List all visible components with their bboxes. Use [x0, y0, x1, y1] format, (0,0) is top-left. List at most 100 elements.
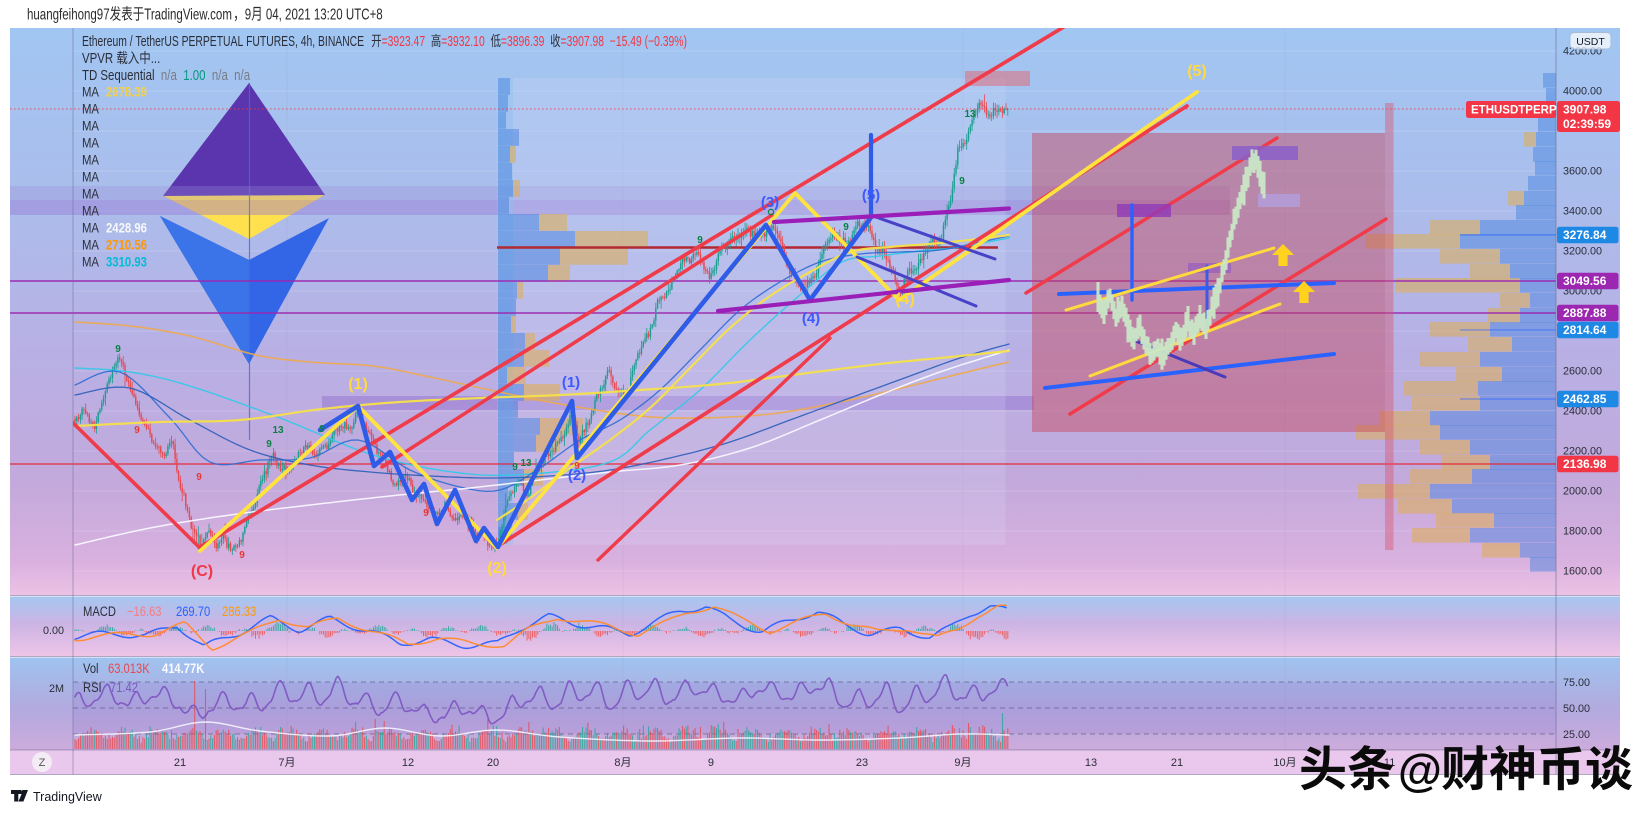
- svg-text:9: 9: [423, 508, 429, 519]
- svg-text:MA: MA: [82, 255, 100, 270]
- svg-text:MA: MA: [82, 170, 100, 185]
- svg-text:9: 9: [319, 424, 325, 435]
- svg-text:9: 9: [115, 344, 121, 355]
- svg-text:TradingView.com: TradingView.com: [144, 5, 232, 23]
- svg-text:n/a: n/a: [161, 67, 183, 84]
- svg-text:(C): (C): [191, 563, 213, 580]
- svg-text:MA: MA: [82, 153, 100, 168]
- svg-text:3400.00: 3400.00: [1563, 206, 1602, 218]
- svg-text:2M: 2M: [49, 683, 64, 695]
- svg-text:63.013K: 63.013K: [108, 661, 150, 676]
- svg-text:TradingView: TradingView: [33, 790, 103, 804]
- svg-text:n/a n/a: n/a n/a: [206, 67, 251, 84]
- svg-text:=3932.10: =3932.10: [441, 33, 490, 49]
- svg-text:(4): (4): [895, 291, 915, 308]
- svg-text:7: 7: [278, 757, 284, 769]
- svg-text:(2): (2): [568, 467, 586, 484]
- svg-text:MA: MA: [82, 136, 100, 151]
- svg-text:(5): (5): [1187, 63, 1207, 80]
- svg-text:9: 9: [245, 5, 252, 23]
- svg-text:VPVR: VPVR: [82, 50, 116, 67]
- svg-text:2710.56: 2710.56: [106, 238, 147, 253]
- svg-text:(2): (2): [487, 560, 507, 577]
- svg-text:13: 13: [272, 425, 284, 436]
- svg-text:@: @: [1398, 745, 1442, 796]
- svg-text:21: 21: [174, 757, 186, 769]
- svg-text:2600.00: 2600.00: [1563, 366, 1602, 378]
- svg-text:...: ...: [151, 50, 161, 67]
- svg-text:414.77K: 414.77K: [162, 661, 205, 676]
- svg-text:=3896.39: =3896.39: [501, 33, 550, 49]
- svg-text:10: 10: [1273, 757, 1285, 769]
- svg-text:9: 9: [239, 550, 245, 561]
- svg-text:20: 20: [487, 757, 499, 769]
- svg-text:−16.63: −16.63: [127, 604, 162, 619]
- svg-text:2887.88: 2887.88: [1563, 306, 1607, 320]
- svg-text:23: 23: [856, 757, 868, 769]
- svg-text:1800.00: 1800.00: [1563, 526, 1602, 538]
- svg-text:Z: Z: [39, 757, 46, 769]
- svg-text:1600.00: 1600.00: [1563, 566, 1602, 578]
- svg-text:9: 9: [708, 757, 714, 769]
- svg-text:2814.64: 2814.64: [1563, 323, 1607, 337]
- svg-text:9: 9: [196, 472, 202, 483]
- svg-text:3200.00: 3200.00: [1563, 246, 1602, 258]
- svg-text:MA: MA: [82, 204, 100, 219]
- svg-text:50.00: 50.00: [1563, 703, 1590, 715]
- svg-text:MA: MA: [82, 102, 100, 117]
- svg-text:269.70: 269.70: [176, 604, 210, 619]
- svg-text:9: 9: [134, 425, 140, 436]
- svg-text:Ethereum / TetherUS PERPETUAL: Ethereum / TetherUS PERPETUAL FUTURES, 4…: [82, 33, 370, 49]
- svg-text:286.33: 286.33: [222, 604, 256, 619]
- svg-text:(4): (4): [802, 310, 820, 327]
- svg-text:1.00: 1.00: [183, 67, 205, 84]
- svg-text:MA: MA: [82, 85, 100, 100]
- svg-text:Vol: Vol: [83, 661, 99, 676]
- svg-text:9: 9: [959, 176, 965, 187]
- svg-text:2428.96: 2428.96: [106, 221, 147, 236]
- svg-text:3049.56: 3049.56: [1563, 274, 1607, 288]
- svg-text:2200.00: 2200.00: [1563, 446, 1602, 458]
- svg-text:13: 13: [1085, 757, 1097, 769]
- svg-text:MA: MA: [82, 238, 100, 253]
- svg-text:0.00: 0.00: [43, 625, 64, 637]
- svg-text:13: 13: [964, 109, 976, 120]
- svg-text:3907.98: 3907.98: [1563, 103, 1607, 117]
- svg-text:2400.00: 2400.00: [1563, 406, 1602, 418]
- svg-text:(1): (1): [562, 374, 580, 391]
- svg-text:25.00: 25.00: [1563, 729, 1590, 741]
- svg-text:MA: MA: [82, 221, 100, 236]
- svg-text:USDT: USDT: [1576, 36, 1605, 48]
- svg-text:3310.93: 3310.93: [106, 255, 147, 270]
- svg-text:3276.84: 3276.84: [1563, 228, 1607, 242]
- svg-text:MACD: MACD: [83, 604, 116, 619]
- svg-text:2462.85: 2462.85: [1563, 392, 1607, 406]
- svg-text:11: 11: [1384, 757, 1395, 769]
- svg-text:huangfeihong97: huangfeihong97: [27, 5, 110, 23]
- svg-text:(5): (5): [862, 187, 880, 204]
- svg-text:75.00: 75.00: [1563, 677, 1590, 689]
- svg-text:02:39:59: 02:39:59: [1563, 117, 1611, 131]
- svg-text:RSI: RSI: [83, 680, 102, 695]
- svg-text:(3): (3): [761, 194, 779, 211]
- svg-text:12: 12: [402, 757, 414, 769]
- svg-text:(1): (1): [348, 376, 368, 393]
- svg-text:8: 8: [614, 757, 620, 769]
- svg-text:04, 2021 13:20 UTC+8: 04, 2021 13:20 UTC+8: [263, 5, 383, 23]
- svg-text:=3907.98 −15.49 (−0.39%): =3907.98 −15.49 (−0.39%): [561, 33, 687, 49]
- svg-text:MA: MA: [82, 119, 100, 134]
- svg-text:=3923.47: =3923.47: [382, 33, 431, 49]
- svg-text:TD Sequential: TD Sequential: [82, 67, 161, 84]
- svg-text:2678.39: 2678.39: [106, 85, 147, 100]
- svg-text:13: 13: [520, 458, 532, 469]
- svg-text:2136.98: 2136.98: [1563, 457, 1607, 471]
- svg-text:71.42: 71.42: [110, 680, 138, 695]
- svg-text:21: 21: [1171, 757, 1183, 769]
- svg-text:ETHUSDTPERP: ETHUSDTPERP: [1471, 105, 1557, 117]
- svg-text:9: 9: [697, 235, 703, 246]
- svg-text:3600.00: 3600.00: [1563, 166, 1602, 178]
- svg-text:MA: MA: [82, 187, 100, 202]
- svg-text:2000.00: 2000.00: [1563, 486, 1602, 498]
- svg-text:9: 9: [574, 461, 580, 472]
- svg-text:9: 9: [266, 439, 272, 450]
